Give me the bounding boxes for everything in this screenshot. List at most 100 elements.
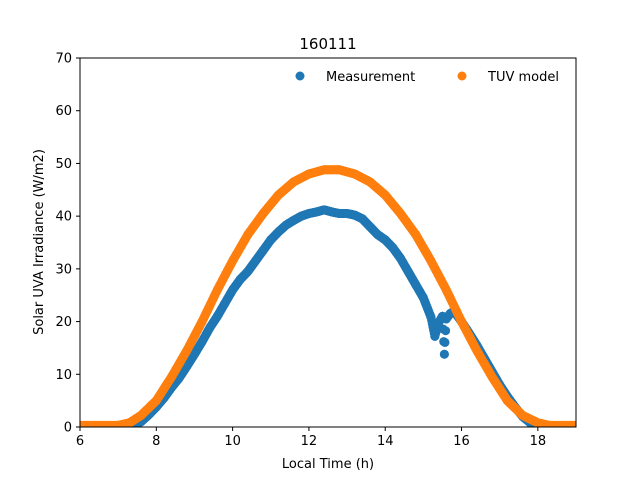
data-point	[182, 361, 192, 371]
legend-label-measurement: Measurement	[326, 70, 415, 85]
data-point	[228, 256, 238, 266]
y-tick-label: 10	[55, 368, 72, 383]
data-point	[502, 396, 512, 406]
data-point	[273, 227, 283, 237]
x-tick-label: 16	[453, 434, 470, 449]
x-tick-label: 8	[152, 434, 160, 449]
data-point	[289, 177, 299, 187]
data-point	[556, 420, 566, 427]
data-point	[151, 396, 161, 406]
data-point	[487, 372, 497, 382]
data-point	[197, 317, 207, 327]
data-point	[365, 222, 375, 232]
data-point	[113, 420, 123, 427]
data-point	[235, 274, 245, 284]
x-axis-label: Local Time (h)	[282, 457, 374, 472]
chart-title: 160111	[299, 35, 356, 53]
data-point	[457, 317, 467, 327]
y-tick-label: 0	[64, 421, 72, 436]
data-point	[220, 298, 230, 308]
data-point	[395, 253, 405, 263]
data-point	[418, 293, 428, 303]
x-tick-label: 14	[377, 434, 394, 449]
data-point	[440, 337, 450, 347]
x-tick-label: 12	[301, 434, 318, 449]
data-point	[243, 266, 253, 276]
data-point	[373, 230, 383, 240]
data-point	[411, 280, 421, 290]
data-point	[182, 346, 192, 356]
data-point	[136, 410, 146, 420]
data-point	[395, 209, 405, 219]
series-tuv-model	[80, 165, 576, 427]
y-tick-label: 50	[55, 157, 72, 172]
x-tick-label: 10	[224, 434, 241, 449]
data-point	[228, 285, 238, 295]
data-point	[430, 331, 440, 341]
data-point	[441, 326, 451, 336]
data-point	[441, 285, 451, 295]
data-point	[357, 214, 367, 224]
data-point	[258, 245, 268, 255]
y-tick-label: 70	[55, 52, 72, 67]
data-point	[426, 256, 436, 266]
data-point	[380, 190, 390, 200]
data-point	[350, 210, 360, 220]
data-point	[212, 311, 222, 321]
data-point	[380, 235, 390, 245]
plot-area	[79, 57, 577, 428]
data-point	[411, 230, 421, 240]
data-point	[212, 285, 222, 295]
data-point	[388, 243, 398, 253]
x-tick-label: 6	[76, 434, 84, 449]
legend-label-tuv-model: TUV model	[487, 70, 559, 85]
data-point	[266, 235, 276, 245]
data-point	[327, 207, 337, 217]
legend-marker-tuv-model	[457, 71, 467, 81]
data-point	[205, 323, 215, 333]
data-point	[304, 169, 314, 179]
y-tick-label: 60	[55, 104, 72, 119]
data-point	[365, 177, 375, 187]
data-point	[342, 209, 352, 219]
data-point	[472, 346, 482, 356]
data-point	[296, 211, 306, 221]
data-point	[403, 266, 413, 276]
data-point	[544, 420, 554, 427]
data-point	[439, 349, 449, 359]
y-tick-label: 20	[55, 315, 72, 330]
data-point	[334, 165, 344, 175]
data-point	[518, 410, 528, 420]
x-tick-label: 18	[530, 434, 547, 449]
data-point	[251, 256, 261, 266]
data-point	[281, 220, 291, 230]
data-point	[304, 209, 314, 219]
data-point	[533, 418, 543, 427]
axes-border	[79, 57, 577, 428]
data-point	[243, 230, 253, 240]
data-point	[319, 205, 329, 215]
data-point	[319, 165, 329, 175]
y-tick-label: 30	[55, 262, 72, 277]
data-point	[80, 420, 85, 427]
y-tick-label: 40	[55, 210, 72, 225]
legend: Measurement TUV model	[295, 70, 559, 85]
data-point	[350, 169, 360, 179]
y-axis-label: Solar UVA Irradiance (W/m2)	[32, 149, 47, 335]
x-axis-ticks: 6 8 10 12 14 16 18	[76, 427, 546, 449]
data-point	[273, 190, 283, 200]
data-point	[426, 312, 436, 322]
data-point	[571, 420, 576, 427]
axes-background	[80, 58, 576, 427]
data-point	[125, 418, 135, 427]
data-point	[312, 207, 322, 217]
data-point	[197, 337, 207, 347]
series-layer	[80, 165, 576, 427]
data-point	[167, 372, 177, 382]
legend-marker-measurement	[295, 71, 305, 81]
data-point	[189, 349, 199, 359]
y-axis-ticks: 0 10 20 30 40 50 60 70	[55, 52, 80, 436]
data-point	[334, 209, 344, 219]
data-point	[289, 215, 299, 225]
